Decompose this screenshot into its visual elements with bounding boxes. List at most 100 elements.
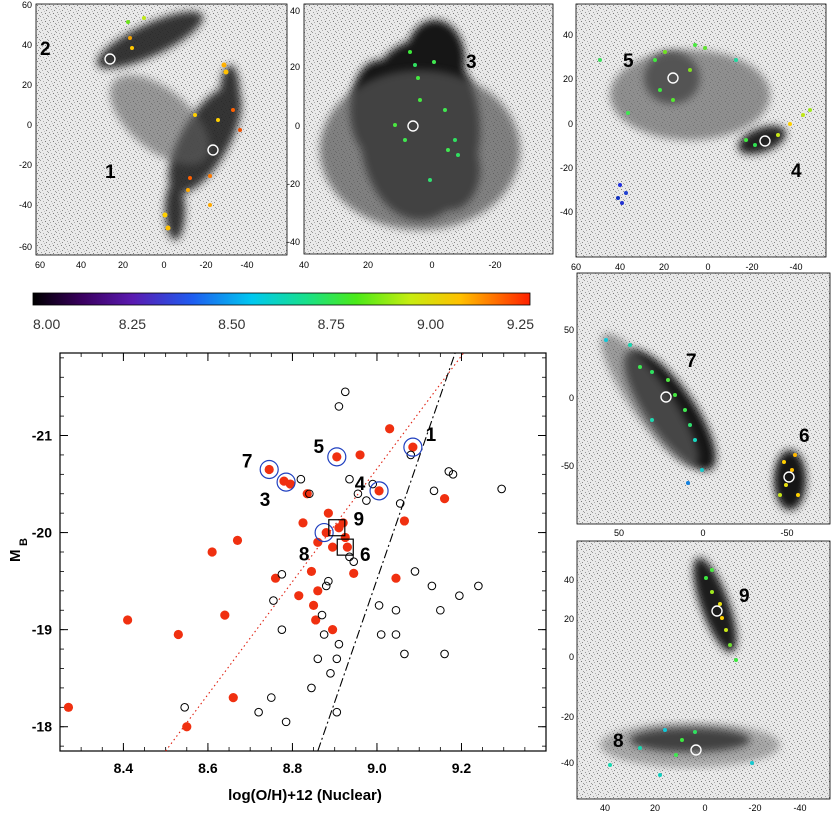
tick-label: 20 <box>650 803 660 813</box>
open-data-point <box>349 557 359 567</box>
open-data-point <box>345 552 354 562</box>
filled-data-point <box>338 518 348 528</box>
tick-label: 40 <box>22 40 32 50</box>
open-data-point <box>269 596 278 605</box>
tick-label: -40 <box>560 207 573 217</box>
scatter-galaxy-label: 9 <box>354 510 365 531</box>
tick-label: 40 <box>299 260 309 270</box>
colorbar-tick-label: 8.25 <box>119 316 146 332</box>
tick-label: 40 <box>564 575 574 585</box>
filled-data-point <box>399 516 410 526</box>
image-panel-1-2: 60 40 20 0 -20 -40 -60 60 40 20 0 -20 -4… <box>19 0 288 270</box>
open-data-point <box>374 601 384 610</box>
open-data-point <box>321 581 331 591</box>
tick-label: 60 <box>571 262 581 272</box>
tick-label: -20 <box>287 179 300 189</box>
annotations: 73 5 4 1 9 8 6 <box>242 425 437 566</box>
scatter-galaxy-label: 3 <box>260 490 271 511</box>
highlight-ring <box>314 522 334 543</box>
filled-data-point <box>63 702 74 712</box>
nucleus-marker <box>407 120 419 132</box>
filled-data-point <box>294 591 304 601</box>
open-data-point <box>362 496 371 505</box>
open-data-point <box>448 470 458 479</box>
open-data-point <box>334 402 344 411</box>
filled-data-point <box>298 518 308 528</box>
open-data-point <box>277 625 287 634</box>
tick-label: 50 <box>614 528 624 538</box>
filled-data-point <box>391 573 401 583</box>
tick-label: 0 <box>161 260 166 270</box>
colorbar-tick-label: 8.50 <box>218 316 245 332</box>
open-data-point <box>440 649 449 659</box>
tick-label: 20 <box>290 62 300 72</box>
y-axis-title: M B <box>7 538 30 562</box>
open-data-point <box>444 467 454 476</box>
open-data-point <box>326 669 335 678</box>
galaxy-label: 6 <box>799 426 810 447</box>
filled-data-point <box>306 566 317 577</box>
panel-tick-labels-y: 60 40 20 0 -20 -40 -60 <box>19 0 32 252</box>
filled-data-point <box>439 494 450 504</box>
tick-label: -40 <box>793 803 806 813</box>
tick-label: 0 <box>702 803 707 813</box>
filled-data-point <box>302 489 312 499</box>
tick-label: -20 <box>19 160 32 170</box>
data-points <box>63 387 506 732</box>
filled-data-point <box>123 615 133 625</box>
colorbar-ticks: 8.00 8.25 8.50 8.75 9.00 9.25 <box>33 316 534 332</box>
tick-label: -40 <box>19 200 32 210</box>
open-data-point <box>410 567 420 576</box>
open-data-point <box>267 693 276 702</box>
filled-data-point <box>342 542 352 552</box>
hii-region-dots <box>608 568 754 777</box>
open-data-point <box>391 630 401 639</box>
filled-data-point <box>182 722 192 732</box>
highlight-ring <box>403 437 423 457</box>
filled-data-point <box>408 442 418 452</box>
image-panel-4-5: 40 20 0 -20 -40 60 40 20 0 -20 -40 5 4 <box>560 3 827 272</box>
filled-data-point <box>207 547 217 557</box>
tick-label: 0 <box>569 393 574 403</box>
tick-label: 0 <box>705 262 710 272</box>
tick-label: 20 <box>659 262 669 272</box>
fit-line-dashdot <box>317 352 456 752</box>
filled-data-point <box>327 625 338 635</box>
galaxy-label: 7 <box>686 351 697 372</box>
nucleus-marker <box>104 53 116 65</box>
image-panel-3: 40 20 0 -20 -40 40 20 0 -20 5 3 <box>287 3 554 270</box>
filled-data-point <box>173 629 183 640</box>
colorbar-tick-label: 9.00 <box>417 316 444 332</box>
tick-label: 40 <box>563 30 573 40</box>
filled-data-point <box>264 464 274 475</box>
filled-data-point <box>327 542 338 552</box>
highlight-ring <box>276 472 296 492</box>
filled-data-point <box>232 535 243 545</box>
open-data-point <box>332 707 342 717</box>
y-tick-label: -20 <box>32 525 52 541</box>
open-data-point <box>319 630 329 639</box>
tick-label: 0 <box>429 260 434 270</box>
scatter-galaxy-label: 7 <box>242 451 253 472</box>
tick-label: 40 <box>290 6 300 16</box>
open-data-point <box>332 654 342 664</box>
filled-data-point <box>308 600 319 610</box>
open-data-point <box>427 581 437 591</box>
x-tick-label: 9.0 <box>367 760 387 776</box>
hii-region-dots <box>393 50 460 182</box>
open-data-point <box>391 605 401 615</box>
tick-label: 20 <box>563 74 573 84</box>
x-axis-title: log(O/H)+12 (Nuclear) <box>228 787 382 804</box>
nucleus-marker <box>667 72 679 84</box>
y-tick-label: -19 <box>32 622 52 638</box>
tick-label: 60 <box>35 260 45 270</box>
filled-data-point <box>355 450 365 460</box>
open-data-point <box>305 489 314 499</box>
nucleus-marker <box>660 391 672 403</box>
y-tick-label: -21 <box>32 428 52 444</box>
tick-label: 60 <box>22 0 32 10</box>
open-data-point <box>180 703 189 712</box>
y-axis-title-sub: B <box>18 538 30 546</box>
open-data-point <box>400 649 409 659</box>
